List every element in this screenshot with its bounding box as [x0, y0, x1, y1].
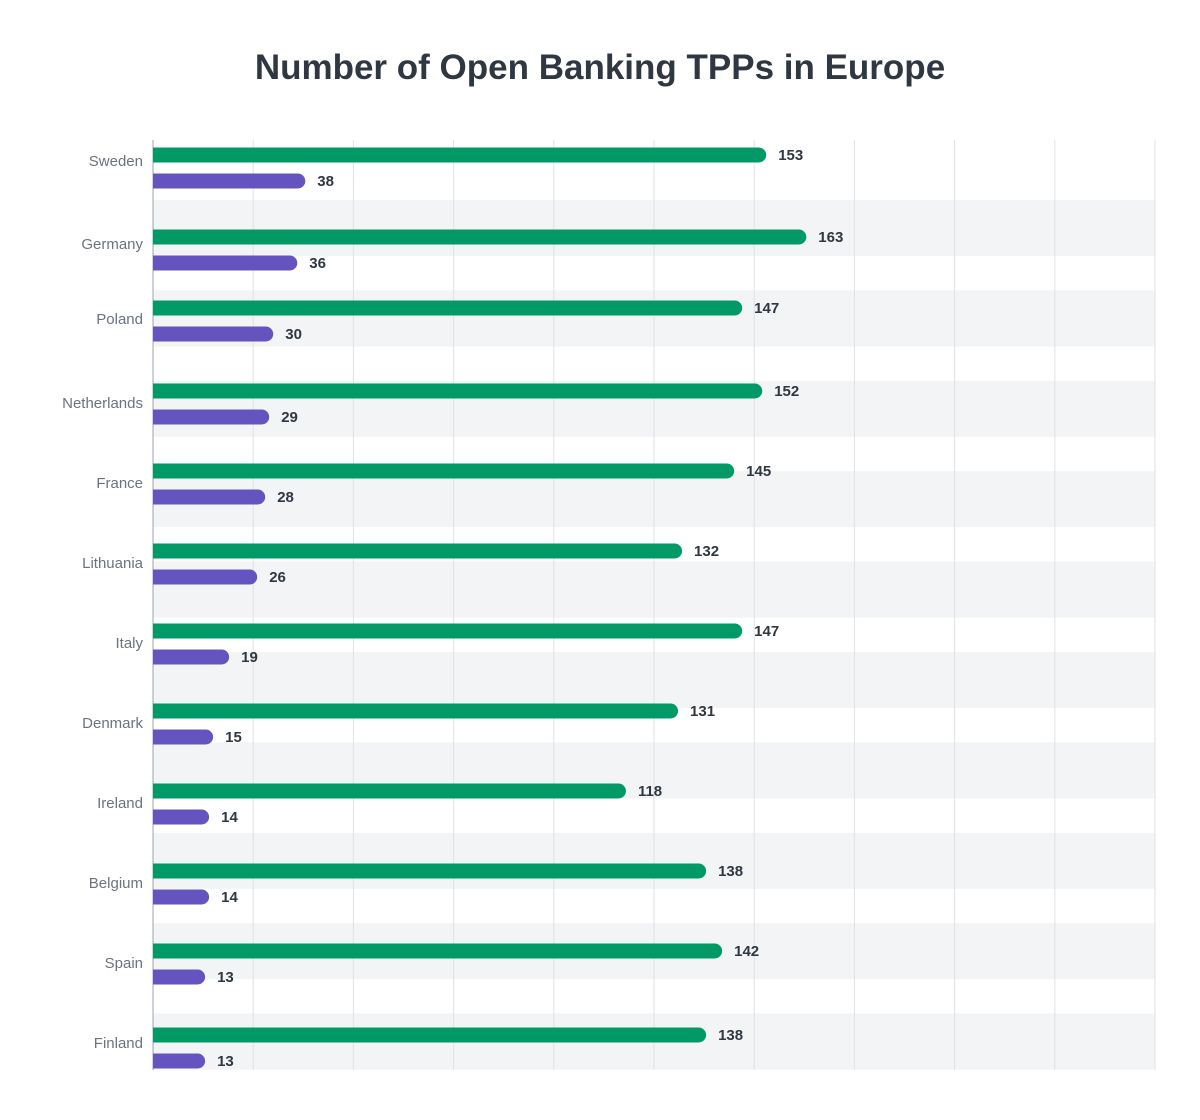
bar	[153, 809, 210, 825]
bar	[153, 649, 230, 665]
category-label: Netherlands	[62, 395, 143, 412]
bar	[153, 383, 763, 399]
category-label: Spain	[105, 955, 143, 972]
data-label: 13	[217, 1053, 234, 1070]
data-label: 15	[225, 729, 242, 746]
data-label: 118	[638, 783, 662, 800]
bar	[153, 703, 679, 719]
bar	[153, 623, 743, 639]
category-label: Lithuania	[82, 555, 144, 572]
bar	[153, 943, 723, 959]
bar	[153, 300, 743, 316]
category-label: Poland	[96, 311, 143, 328]
bar	[153, 1027, 707, 1043]
category-label: Finland	[94, 1035, 143, 1052]
category-label: Belgium	[89, 875, 143, 892]
bar	[153, 463, 735, 479]
bar	[153, 543, 683, 559]
data-label: 14	[221, 809, 238, 826]
data-label: 38	[317, 173, 334, 190]
data-label: 138	[718, 863, 743, 880]
data-label: 152	[774, 383, 799, 400]
category-label: Denmark	[82, 715, 143, 732]
data-label: 30	[285, 326, 302, 343]
bar	[153, 489, 266, 505]
data-label: 19	[241, 649, 258, 666]
category-label: Sweden	[89, 153, 143, 170]
data-label: 26	[269, 569, 286, 586]
bar	[153, 729, 214, 745]
data-label: 132	[694, 543, 719, 560]
bar	[153, 409, 270, 425]
bar	[153, 147, 767, 163]
data-label: 163	[818, 229, 843, 246]
data-label: 28	[277, 489, 294, 506]
category-label: Ireland	[97, 795, 143, 812]
data-label: 142	[734, 943, 759, 960]
data-label: 138	[718, 1027, 743, 1044]
bar	[153, 863, 707, 879]
bar	[153, 889, 210, 905]
chart-title: Number of Open Banking TPPs in Europe	[254, 48, 946, 87]
category-label: France	[96, 475, 143, 492]
bar	[153, 229, 807, 245]
data-label: 14	[221, 889, 238, 906]
category-label: Germany	[81, 236, 143, 253]
data-label: 145	[746, 463, 771, 480]
data-label: 147	[754, 300, 779, 317]
data-label: 147	[754, 623, 779, 640]
data-label: 36	[309, 255, 326, 272]
bar	[153, 569, 258, 585]
data-label: 153	[778, 147, 803, 164]
bar	[153, 173, 306, 189]
bar	[153, 1053, 206, 1069]
data-label: 131	[690, 703, 715, 720]
bar	[153, 969, 206, 985]
data-label: 13	[217, 969, 234, 986]
bar	[153, 783, 626, 799]
category-label: Italy	[115, 635, 143, 652]
bar	[153, 326, 274, 342]
data-label: 29	[281, 409, 298, 426]
bar	[153, 255, 298, 271]
